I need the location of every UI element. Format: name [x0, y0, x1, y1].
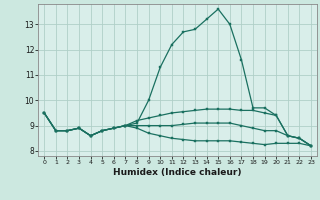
- X-axis label: Humidex (Indice chaleur): Humidex (Indice chaleur): [113, 168, 242, 177]
